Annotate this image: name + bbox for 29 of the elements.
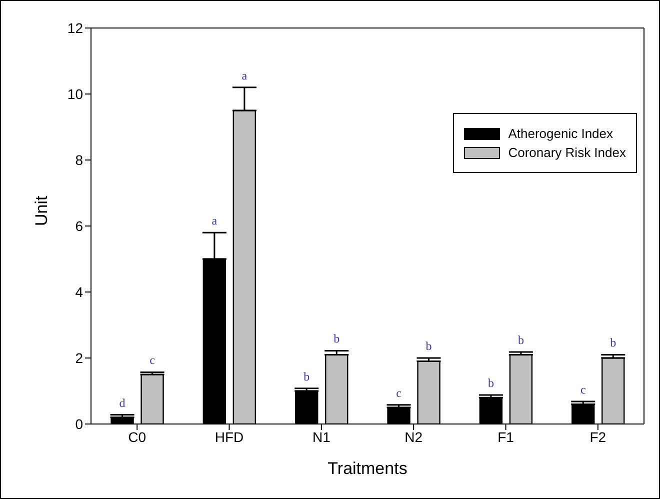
data-label: b bbox=[304, 369, 310, 384]
x-tick-label: F2 bbox=[590, 428, 606, 445]
y-tick-label: 0 bbox=[75, 416, 84, 432]
data-label: b bbox=[426, 339, 432, 353]
y-tick-label: 12 bbox=[67, 20, 84, 36]
data-label: c bbox=[580, 382, 586, 397]
data-label: b bbox=[610, 336, 616, 350]
y-tick-label: 8 bbox=[75, 152, 84, 168]
data-label: c bbox=[150, 353, 155, 368]
x-tick-label: C0 bbox=[128, 428, 146, 445]
x-axis-title: Traitments bbox=[328, 459, 408, 478]
y-tick-label: 6 bbox=[75, 218, 84, 234]
y-tick-label: 2 bbox=[75, 350, 84, 366]
x-tick-label: F1 bbox=[498, 428, 514, 445]
data-label: b bbox=[518, 333, 524, 348]
data-label: d bbox=[119, 396, 126, 410]
data-label: b bbox=[488, 376, 494, 390]
x-tick-label: N1 bbox=[312, 428, 331, 445]
data-label: a bbox=[212, 214, 218, 228]
x-tick-label: HFD bbox=[214, 428, 244, 445]
y-tick-label: 10 bbox=[67, 86, 84, 102]
y-tick-label: 4 bbox=[75, 284, 84, 300]
data-label: c bbox=[396, 386, 402, 400]
legend-label: Atherogenic Index bbox=[508, 126, 614, 141]
legend-label: Coronary Risk Index bbox=[508, 145, 626, 160]
y-axis-title: Unit bbox=[32, 195, 52, 226]
x-tick-label: N2 bbox=[404, 428, 423, 445]
data-label: a bbox=[242, 68, 248, 82]
data-label: b bbox=[334, 332, 340, 346]
